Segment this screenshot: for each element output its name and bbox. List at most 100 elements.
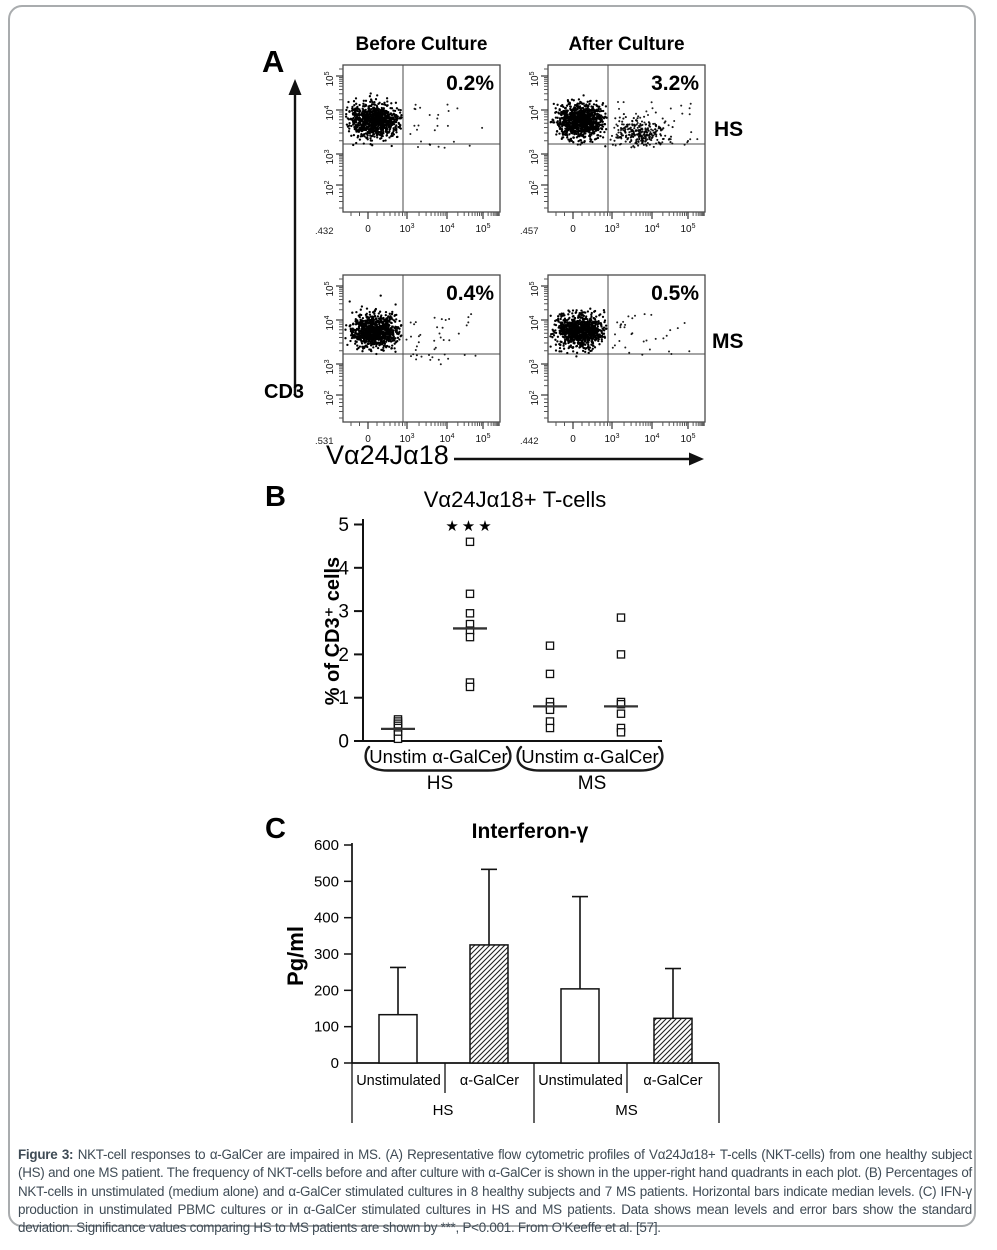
svg-text:0: 0 bbox=[570, 224, 576, 235]
bar-category-label: α-GalCer bbox=[460, 1073, 519, 1089]
svg-text:300: 300 bbox=[314, 946, 339, 963]
svg-text:0: 0 bbox=[338, 732, 349, 753]
svg-text:4: 4 bbox=[338, 558, 349, 579]
data-point-square bbox=[465, 632, 475, 642]
svg-text:400: 400 bbox=[314, 910, 339, 927]
svg-text:103: 103 bbox=[324, 359, 336, 374]
svg-text:104: 104 bbox=[529, 315, 541, 330]
bar-category-label: α-GalCer bbox=[643, 1073, 702, 1089]
svg-text:104: 104 bbox=[529, 105, 541, 120]
svg-text:105: 105 bbox=[475, 223, 490, 235]
svg-text:105: 105 bbox=[529, 71, 541, 86]
panel-a-letter: A bbox=[262, 44, 285, 79]
svg-text:103: 103 bbox=[604, 223, 619, 235]
svg-text:102: 102 bbox=[529, 180, 541, 195]
data-point-square bbox=[545, 723, 555, 733]
group-brace bbox=[364, 745, 512, 772]
dot-cloud bbox=[344, 294, 477, 366]
x-axis-arrow bbox=[454, 452, 704, 466]
axis-min-label: .432 bbox=[315, 226, 334, 237]
svg-text:500: 500 bbox=[314, 873, 339, 890]
svg-text:3: 3 bbox=[338, 602, 349, 623]
group-label: α-GalCer bbox=[583, 746, 658, 767]
svg-text:105: 105 bbox=[680, 433, 695, 445]
bar-category-label: Unstimulated bbox=[356, 1073, 441, 1089]
axis-min-label: .531 bbox=[315, 436, 334, 447]
column-title-before-culture: Before Culture bbox=[355, 34, 488, 55]
dot-cloud bbox=[549, 94, 699, 149]
panel-c-bar-chart: 0 100 200 300 400 500 600 Unstimulated α-GalCer U… bbox=[314, 837, 720, 1123]
data-point-square bbox=[616, 728, 626, 737]
svg-text:5: 5 bbox=[338, 515, 349, 536]
svg-text:103: 103 bbox=[529, 149, 541, 164]
significance-stars: ★★★ bbox=[445, 518, 495, 535]
svg-text:0: 0 bbox=[365, 224, 371, 235]
svg-text:105: 105 bbox=[324, 281, 336, 296]
dot-cloud bbox=[549, 307, 691, 358]
svg-text:2: 2 bbox=[338, 645, 349, 666]
svg-text:103: 103 bbox=[324, 149, 336, 164]
panel-b-points bbox=[381, 537, 638, 744]
svg-text:102: 102 bbox=[324, 390, 336, 405]
svg-text:105: 105 bbox=[475, 433, 490, 445]
group-label: Unstim bbox=[369, 746, 427, 767]
svg-text:600: 600 bbox=[314, 837, 339, 854]
panel-c-letter: C bbox=[265, 813, 286, 845]
svg-text:104: 104 bbox=[644, 433, 659, 445]
svg-text:104: 104 bbox=[644, 223, 659, 235]
caption-prefix: Figure 3: bbox=[18, 1147, 74, 1162]
svg-text:0: 0 bbox=[331, 1055, 339, 1072]
svg-text:0: 0 bbox=[570, 434, 576, 445]
axis-min-label: .457 bbox=[520, 226, 539, 237]
flow-plot-svg: 105 104 103 102 0 103 104 105 .457 bbox=[520, 64, 706, 237]
svg-text:1: 1 bbox=[338, 688, 349, 709]
bar-plain bbox=[378, 1013, 418, 1064]
row-label-hs: HS bbox=[714, 118, 744, 141]
x-axis-label: Vα24Jα18 bbox=[326, 440, 449, 470]
data-point-square bbox=[616, 650, 626, 659]
row-label-ms: MS bbox=[712, 330, 744, 353]
panel-c-bars bbox=[378, 868, 693, 1064]
data-point-square bbox=[616, 613, 626, 622]
data-point-square bbox=[545, 669, 555, 679]
cd3-axis-arrow bbox=[288, 79, 302, 394]
svg-text:104: 104 bbox=[324, 315, 336, 330]
group-label: α-GalCer bbox=[432, 746, 507, 767]
panel-b-letter: B bbox=[265, 481, 286, 513]
flow-plot-hs-before: 105 104 103 102 0 103 104 105 .432 0.2% bbox=[313, 60, 508, 252]
svg-text:105: 105 bbox=[324, 71, 336, 86]
data-point-square bbox=[465, 589, 475, 599]
bar-hatched bbox=[653, 1017, 693, 1064]
svg-text:0: 0 bbox=[365, 434, 371, 445]
axis-min-label: .442 bbox=[520, 436, 539, 447]
quadrant-percentage: 0.5% bbox=[651, 282, 699, 305]
data-point-square bbox=[545, 641, 555, 650]
svg-text:105: 105 bbox=[529, 281, 541, 296]
flow-plot-svg: 105 104 103 102 0 103 104 105 .442 bbox=[520, 274, 706, 447]
cohort-label: HS bbox=[433, 1102, 454, 1119]
bar-hatched bbox=[469, 944, 509, 1064]
figure-caption: Figure 3: NKT-cell responses to α-GalCer… bbox=[18, 1146, 972, 1237]
dot-cloud bbox=[344, 92, 484, 149]
quadrant-percentage: 0.2% bbox=[446, 72, 494, 95]
svg-text:104: 104 bbox=[439, 223, 454, 235]
cohort-label: HS bbox=[427, 773, 453, 794]
data-point-square bbox=[393, 734, 403, 744]
panel-b-title: Vα24Jα18+ T-cells bbox=[423, 487, 607, 512]
svg-text:105: 105 bbox=[680, 223, 695, 235]
cd3-axis-label: CD3 bbox=[264, 381, 305, 403]
svg-text:104: 104 bbox=[324, 105, 336, 120]
flow-plot-hs-after: 105 104 103 102 0 103 104 105 .457 3.2% bbox=[518, 60, 713, 252]
svg-text:102: 102 bbox=[324, 180, 336, 195]
caption-body: NKT-cell responses to α-GalCer are impai… bbox=[18, 1147, 972, 1236]
flow-plot-svg: 105 104 103 102 0 103 104 105 .432 bbox=[315, 64, 501, 237]
svg-text:103: 103 bbox=[399, 223, 414, 235]
svg-text:103: 103 bbox=[604, 433, 619, 445]
quadrant-percentage: 0.4% bbox=[446, 282, 494, 305]
quadrant-percentage: 3.2% bbox=[651, 72, 699, 95]
flow-plot-ms-before: 105 104 103 102 0 103 104 105.531 0.4% bbox=[313, 270, 508, 462]
cohort-label: MS bbox=[615, 1102, 638, 1119]
